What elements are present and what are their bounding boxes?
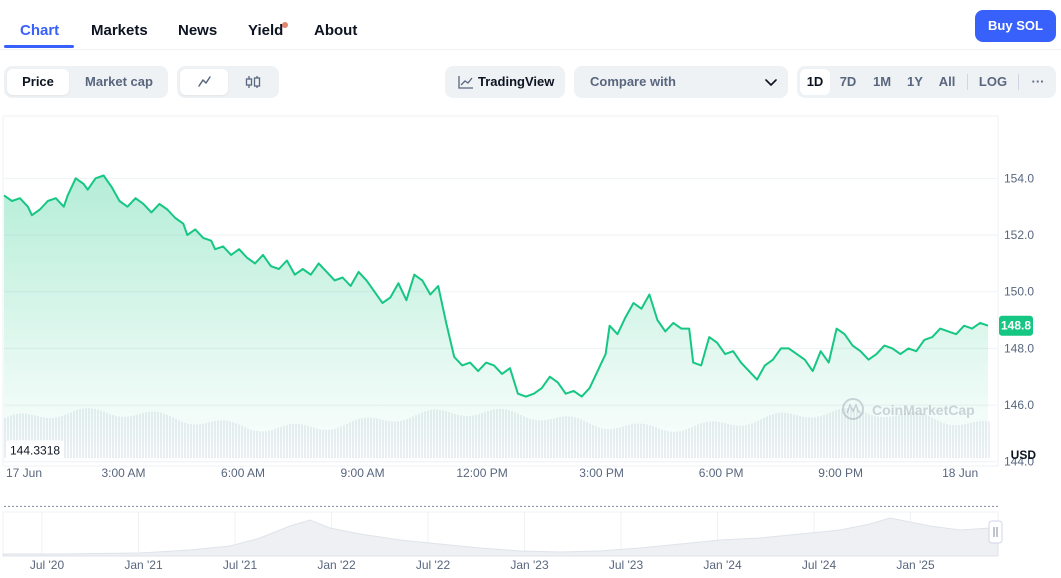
- line-chart-icon: [198, 76, 211, 87]
- range-7d-button[interactable]: 7D: [839, 74, 857, 89]
- chart-type-toggle: [177, 66, 279, 98]
- navigator-label: Jul '22: [416, 558, 451, 572]
- line-chart-button[interactable]: [180, 69, 228, 95]
- tradingview-icon: [458, 76, 473, 89]
- tradingview-label: TradingView: [478, 74, 555, 89]
- top-nav: Chart Markets News Yield About Buy SOL: [0, 0, 1061, 50]
- coinmarketcap-watermark: CoinMarketCap: [842, 398, 975, 420]
- current-price-label: 148.8: [1001, 319, 1031, 333]
- reference-price-label: 144.3318: [10, 443, 60, 457]
- navigator-label: Jan '25: [896, 558, 935, 572]
- y-tick-label: 154.0: [1004, 171, 1034, 185]
- range-1m-button[interactable]: 1M: [872, 74, 892, 89]
- range-all-button[interactable]: All: [938, 74, 956, 89]
- y-tick-label: 148.0: [1004, 341, 1034, 355]
- navigator-label: Jan '23: [510, 558, 549, 572]
- tab-markets[interactable]: Markets: [91, 22, 148, 39]
- y-tick-label: 150.0: [1004, 285, 1034, 299]
- tab-yield[interactable]: Yield: [248, 22, 284, 39]
- compare-with-label: Compare with: [590, 74, 676, 89]
- navigator-drag-handle[interactable]: [988, 520, 1003, 544]
- price-chart[interactable]: 144.3318 154.0152.0150.0148.0146.0144.0 …: [0, 108, 1061, 578]
- currency-label: USD: [1011, 448, 1037, 462]
- x-axis: 17 Jun 3:00 AM 6:00 AM 9:00 AM 12:00 PM 3:00 …: [6, 466, 978, 480]
- compare-with-select[interactable]: Compare with: [574, 66, 788, 98]
- active-tab-indicator: [4, 45, 74, 48]
- navigator-label: Jan '24: [703, 558, 742, 572]
- volume-bar: [988, 421, 990, 458]
- buy-sol-button[interactable]: Buy SOL: [975, 10, 1056, 42]
- range-divider: [967, 74, 968, 90]
- chevron-down-icon: [765, 79, 777, 86]
- navigator-axis: Jul '20 Jan '21 Jul '21 Jan '22 Jul '22 Jan '…: [30, 558, 935, 572]
- x-tick-label: 6:00 AM: [221, 466, 265, 480]
- market-cap-toggle[interactable]: Market cap: [85, 74, 153, 89]
- tab-news[interactable]: News: [178, 22, 218, 39]
- x-tick-label: 9:00 AM: [341, 466, 385, 480]
- log-scale-button[interactable]: LOG: [978, 74, 1008, 89]
- time-range-selector: 1D 7D 1M 1Y All LOG ···: [797, 66, 1056, 98]
- more-options-button[interactable]: ···: [1031, 74, 1045, 89]
- x-tick-label: 6:00 PM: [699, 466, 744, 480]
- range-divider: [1018, 74, 1019, 90]
- navigator-history-area: [2, 517, 999, 557]
- yield-notification-dot: [282, 22, 288, 28]
- navigator-label: Jan '21: [124, 558, 163, 572]
- y-tick-label: 146.0: [1004, 398, 1034, 412]
- tab-about[interactable]: About: [314, 22, 358, 39]
- y-tick-label: 144.0: [1004, 455, 1034, 469]
- navigator-label: Jan '22: [317, 558, 356, 572]
- x-tick-label: 12:00 PM: [456, 466, 507, 480]
- navigator-label: Jul '24: [802, 558, 837, 572]
- tradingview-button[interactable]: TradingView: [445, 66, 565, 98]
- x-tick-label: 9:00 PM: [818, 466, 863, 480]
- navigator-label: Jul '23: [609, 558, 644, 572]
- candlestick-icon: [245, 76, 261, 88]
- reference-price-badge: 144.3318: [6, 440, 64, 459]
- coinmarketcap-logo-icon: [842, 398, 864, 420]
- candlestick-button[interactable]: [229, 69, 277, 95]
- price-line: [3, 174, 989, 398]
- current-price-badge: 148.8: [999, 315, 1033, 336]
- watermark-text: CoinMarketCap: [872, 402, 975, 418]
- price-toggle[interactable]: Price: [7, 69, 69, 95]
- x-tick-label: 17 Jun: [6, 466, 42, 480]
- y-tick-label: 152.0: [1004, 228, 1034, 242]
- range-1d-button[interactable]: 1D: [800, 69, 830, 95]
- x-tick-label: 3:00 PM: [579, 466, 624, 480]
- x-tick-label: 18 Jun: [942, 466, 978, 480]
- x-tick-label: 3:00 AM: [102, 466, 146, 480]
- navigator-label: Jul '21: [223, 558, 258, 572]
- range-navigator[interactable]: Jul '20 Jan '21 Jul '21 Jan '22 Jul '22 Jan '…: [0, 508, 1061, 578]
- y-axis: 154.0 152.0 150.0 148.0 146.0 144.0: [1004, 171, 1034, 468]
- metric-toggle: Price Market cap: [4, 66, 168, 98]
- tab-chart[interactable]: Chart: [20, 22, 60, 39]
- range-1y-button[interactable]: 1Y: [907, 74, 923, 89]
- drag-handle-icon[interactable]: [988, 520, 1003, 544]
- navigator-label: Jul '20: [30, 558, 65, 572]
- price-area-fill: [4, 175, 988, 466]
